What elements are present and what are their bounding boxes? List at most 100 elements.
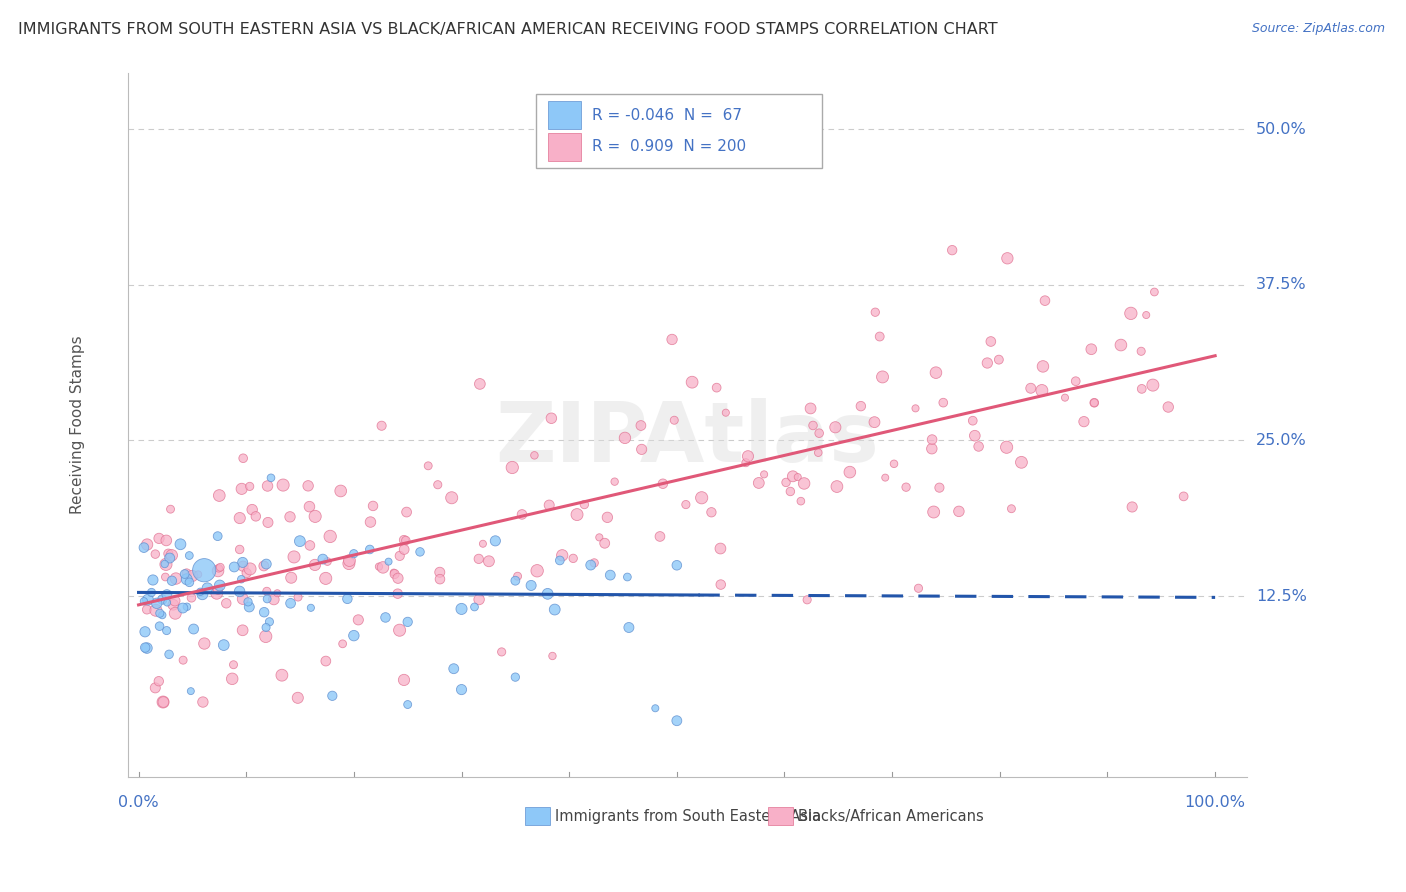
Text: Blacks/African Americans: Blacks/African Americans (799, 809, 984, 823)
Point (179, 549, 201, 563)
Point (224, 560, 246, 574)
Point (737, 449, 759, 463)
Point (617, 620, 640, 634)
Point (429, 566, 451, 580)
Point (1130, 344, 1153, 359)
Point (664, 413, 686, 427)
Point (271, 478, 294, 492)
Point (995, 252, 1018, 266)
Point (796, 592, 818, 607)
Point (236, 595, 259, 609)
Point (872, 370, 894, 384)
Point (1073, 415, 1095, 429)
Bar (548, 101, 581, 129)
Point (921, 433, 943, 447)
Point (786, 470, 808, 484)
Point (665, 558, 688, 573)
Point (1173, 489, 1195, 503)
Point (932, 395, 955, 409)
Point (426, 477, 449, 491)
Point (869, 329, 891, 343)
Point (468, 552, 491, 566)
Point (337, 557, 360, 571)
Point (156, 588, 179, 602)
Point (156, 596, 179, 610)
Point (1083, 396, 1105, 410)
Point (565, 508, 588, 522)
Point (1083, 396, 1105, 410)
Point (941, 243, 963, 257)
Point (540, 411, 562, 425)
Text: 50.0%: 50.0% (1256, 121, 1306, 136)
Point (734, 456, 756, 470)
Point (1119, 306, 1142, 320)
Point (865, 305, 887, 319)
Point (180, 684, 202, 698)
Point (232, 559, 254, 574)
Text: 0.0%: 0.0% (118, 796, 159, 811)
Point (266, 586, 288, 600)
Point (630, 442, 652, 457)
Point (388, 549, 411, 563)
Point (588, 530, 610, 544)
Point (132, 594, 155, 608)
Point (343, 629, 366, 643)
Text: 12.5%: 12.5% (1256, 589, 1306, 604)
Point (551, 549, 574, 563)
Point (155, 533, 177, 548)
Point (208, 489, 231, 503)
Point (1143, 285, 1166, 299)
Point (228, 542, 250, 557)
Point (193, 563, 215, 577)
Text: 37.5%: 37.5% (1256, 277, 1306, 293)
Point (187, 567, 209, 582)
Point (651, 476, 673, 491)
Point (440, 491, 463, 505)
Point (574, 498, 596, 512)
Point (287, 590, 309, 604)
Text: 25.0%: 25.0% (1256, 433, 1306, 448)
Point (392, 533, 415, 547)
Point (153, 557, 176, 571)
Point (156, 624, 179, 638)
Point (188, 584, 211, 599)
Point (263, 592, 285, 607)
Point (169, 537, 191, 551)
Point (136, 537, 159, 551)
Point (1033, 293, 1056, 308)
Point (681, 375, 703, 389)
Point (152, 695, 174, 709)
Point (152, 695, 174, 709)
Point (541, 648, 564, 663)
Point (257, 516, 280, 530)
Point (148, 619, 170, 633)
Point (232, 451, 254, 466)
Point (925, 366, 948, 380)
Point (299, 600, 322, 615)
Point (384, 567, 406, 582)
Text: Receiving Food Stamps: Receiving Food Stamps (70, 335, 84, 514)
Point (254, 620, 277, 634)
Point (143, 547, 166, 561)
Point (484, 533, 506, 548)
Point (157, 648, 180, 662)
Point (160, 549, 183, 563)
Point (1121, 500, 1143, 514)
Text: Source: ZipAtlas.com: Source: ZipAtlas.com (1251, 22, 1385, 36)
Point (278, 509, 301, 524)
Point (526, 564, 548, 578)
Point (304, 558, 326, 572)
Point (921, 442, 943, 456)
Point (700, 505, 723, 519)
Point (579, 558, 602, 573)
Point (506, 569, 529, 583)
Bar (768, 807, 793, 824)
Point (231, 572, 253, 586)
Point (142, 573, 165, 587)
Point (176, 566, 198, 581)
Point (228, 584, 250, 599)
Point (838, 465, 860, 479)
Point (468, 592, 491, 607)
Point (450, 602, 472, 616)
Point (159, 551, 181, 566)
